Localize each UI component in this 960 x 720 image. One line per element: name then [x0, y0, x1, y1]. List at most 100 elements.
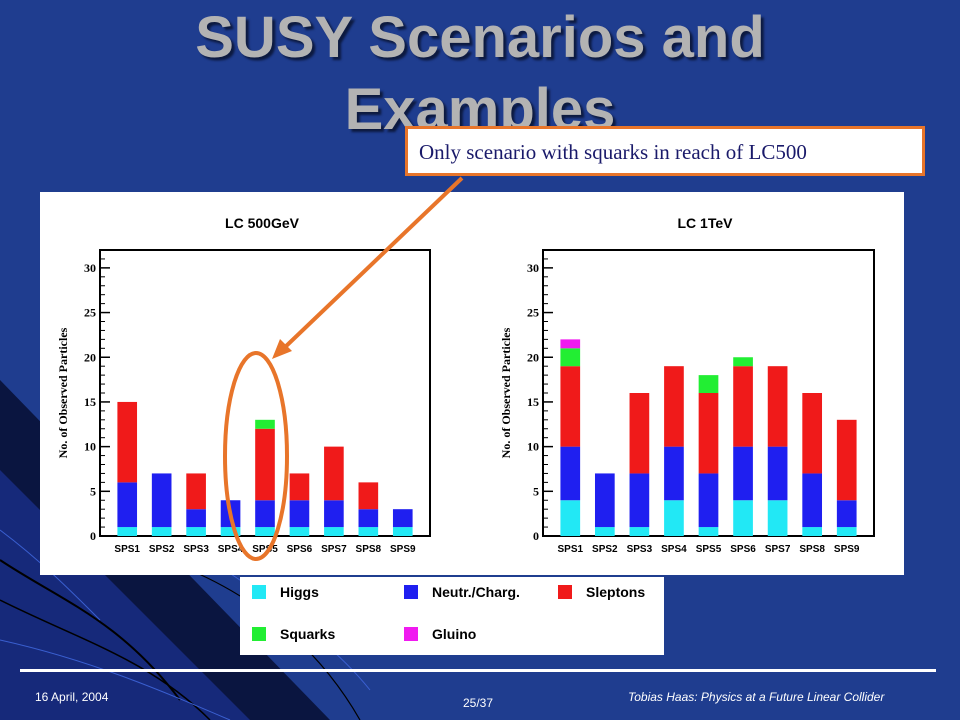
- y-tick-label: 5: [533, 484, 539, 498]
- x-tick-label: SPS5: [252, 544, 278, 555]
- y-tick-label: 15: [527, 395, 539, 409]
- bar-segment-squarks: [255, 419, 275, 429]
- footer-date: 16 April, 2004: [35, 690, 109, 704]
- bar-segment-neutr-charg-: [220, 500, 241, 528]
- bar-segment-gluino: [560, 339, 581, 349]
- legend-swatch-1: [252, 585, 266, 599]
- bar-segment-neutr-charg-: [358, 509, 379, 528]
- legend-label: Gluino: [432, 626, 476, 642]
- legend-label: Neutr./Charg.: [432, 584, 520, 600]
- x-tick-label: SPS8: [799, 544, 825, 555]
- bar-segment-neutr-charg-: [392, 509, 413, 528]
- y-tick-label: 0: [533, 529, 539, 543]
- bar-segment-higgs: [802, 527, 823, 536]
- x-tick-label: SPS4: [661, 544, 687, 555]
- footer-author: Tobias Haas: Physics at a Future Linear …: [628, 690, 885, 704]
- bar-segment-sleptons: [289, 473, 310, 501]
- y-tick-label: 20: [527, 350, 539, 364]
- charts-svg: LC 500GeV 0 5 10 15 20 25 30 No. of Observed Par…: [56, 215, 875, 555]
- x-tick-label: SPS2: [149, 544, 175, 555]
- bar-segment-squarks: [698, 375, 719, 393]
- legend-swatch-5: [404, 627, 418, 641]
- x-tick-label: SPS2: [592, 544, 618, 555]
- x-tick-label: SPS7: [321, 544, 347, 555]
- bar-segment-sleptons: [767, 366, 788, 447]
- x-tick-label: SPS1: [557, 544, 583, 555]
- x-tick-label: SPS9: [390, 544, 416, 555]
- y-tick-label: 30: [527, 261, 539, 275]
- x-tick-label: SPS5: [696, 544, 722, 555]
- bar-segment-higgs: [698, 527, 719, 536]
- bar-segment-higgs: [836, 527, 857, 536]
- y-tick-label: 25: [527, 306, 539, 320]
- bar-segment-sleptons: [836, 419, 857, 501]
- bar-segment-higgs: [664, 500, 684, 536]
- bar-segment-higgs: [186, 527, 206, 536]
- title-line-1: SUSY Scenarios and: [195, 5, 765, 70]
- bar-segment-neutr-charg-: [324, 500, 344, 528]
- bar-segment-higgs: [117, 527, 138, 536]
- bar-segment-neutr-charg-: [186, 509, 206, 528]
- chart-2: LC 1TeV 0 5 10 15 20 25 30 No. of Observed Parti…: [499, 215, 875, 555]
- x-tick-label: SPS7: [765, 544, 791, 555]
- x-tick-label: SPS6: [730, 544, 756, 555]
- y-axis-label: No. of Observed Particles: [499, 327, 513, 458]
- bar-segment-squarks: [560, 348, 581, 367]
- y-axis-label: No. of Observed Particles: [56, 327, 70, 458]
- bar-segment-sleptons: [664, 366, 684, 447]
- bar-segment-sleptons: [698, 393, 719, 474]
- bar-segment-neutr-charg-: [629, 473, 650, 528]
- bar-segment-higgs: [289, 527, 310, 536]
- y-tick-label: 5: [90, 484, 96, 498]
- charts-panel: LC 500GeV 0 5 10 15 20 25 30 No. of Observed Par…: [40, 192, 904, 575]
- bar-segment-neutr-charg-: [289, 500, 310, 528]
- x-tick-label: SPS6: [287, 544, 313, 555]
- bar-segment-neutr-charg-: [733, 446, 753, 501]
- bar-segment-sleptons: [255, 428, 275, 501]
- bar-segment-neutr-charg-: [836, 500, 857, 528]
- bar-segment-higgs: [733, 500, 753, 536]
- x-tick-label: SPS4: [218, 544, 244, 555]
- bar-segment-neutr-charg-: [151, 473, 172, 528]
- y-tick-label: 0: [90, 529, 96, 543]
- y-tick-label: 10: [84, 440, 96, 454]
- bar-segment-higgs: [629, 527, 650, 536]
- x-tick-label: SPS1: [114, 544, 140, 555]
- legend-label: Sleptons: [586, 584, 645, 600]
- callout-box: Only scenario with squarks in reach of L…: [405, 126, 925, 176]
- bar-segment-neutr-charg-: [255, 500, 275, 528]
- bar-segment-higgs: [324, 527, 344, 536]
- y-tick-label: 30: [84, 261, 96, 275]
- bar-segment-neutr-charg-: [767, 446, 788, 501]
- bar-segment-sleptons: [117, 401, 138, 483]
- legend-svg: Higgs Neutr./Charg. Sleptons Squarks Gluino: [252, 584, 645, 642]
- bar-segment-higgs: [255, 527, 275, 536]
- legend-swatch-2: [404, 585, 418, 599]
- x-tick-label: SPS3: [627, 544, 653, 555]
- bar-segment-higgs: [594, 527, 615, 536]
- bar-segment-sleptons: [802, 393, 823, 474]
- chart-1: LC 500GeV 0 5 10 15 20 25 30 No. of Observed Par…: [56, 215, 431, 555]
- x-tick-label: SPS8: [356, 544, 382, 555]
- bar-segment-higgs: [560, 500, 581, 536]
- legend-swatch-4: [252, 627, 266, 641]
- bar-segment-neutr-charg-: [594, 473, 615, 528]
- bar-segment-neutr-charg-: [664, 446, 684, 501]
- bar-segment-higgs: [151, 527, 172, 536]
- y-tick-label: 15: [84, 395, 96, 409]
- y-tick-label: 25: [84, 306, 96, 320]
- y-tick-label: 10: [527, 440, 539, 454]
- legend-label: Squarks: [280, 626, 335, 642]
- legend-label: Higgs: [280, 584, 319, 600]
- bar-segment-sleptons: [629, 393, 650, 474]
- slide-title: SUSY Scenarios and Examples: [130, 2, 830, 146]
- legend-panel: Higgs Neutr./Charg. Sleptons Squarks Gluino: [240, 577, 664, 655]
- bar-segment-sleptons: [358, 482, 379, 510]
- bar-segment-sleptons: [560, 366, 581, 447]
- x-tick-label: SPS3: [183, 544, 209, 555]
- legend-swatch-3: [558, 585, 572, 599]
- bar-segment-sleptons: [733, 366, 753, 447]
- chart-title: LC 500GeV: [225, 215, 300, 231]
- footer-divider: [20, 669, 936, 672]
- bar-segment-squarks: [733, 357, 753, 367]
